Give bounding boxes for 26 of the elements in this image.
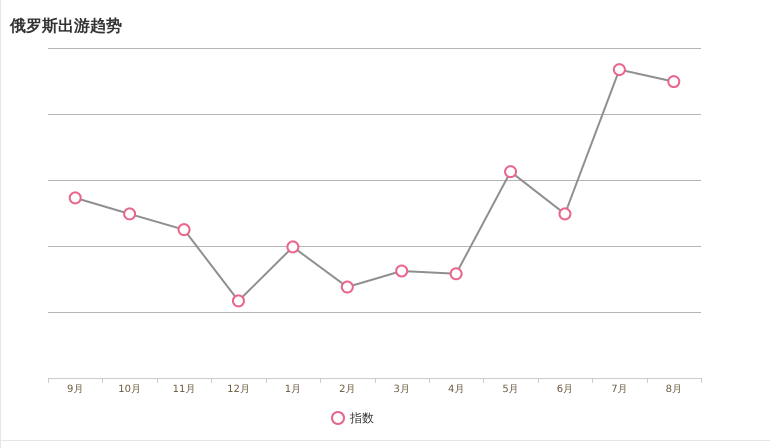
legend-label: 指数 — [349, 411, 374, 425]
point — [450, 267, 463, 280]
x-tick-label: 1月 — [284, 384, 302, 395]
x-tick-label: 7月 — [611, 384, 628, 395]
point — [667, 75, 680, 88]
point — [178, 223, 191, 236]
x-tick-label: 9月 — [67, 384, 84, 395]
x-tick-label: 2月 — [339, 384, 356, 395]
point — [232, 294, 245, 308]
x-tick-label: 10月 — [118, 384, 141, 395]
x-tick-label: 4月 — [448, 384, 464, 395]
point — [395, 264, 408, 278]
x-tick-label: 3月 — [394, 384, 410, 395]
x-tick-label: 6月 — [556, 384, 574, 395]
point — [558, 207, 572, 220]
chart-title: 俄罗斯出游趋势 — [9, 16, 122, 35]
x-tick-label: 12月 — [227, 384, 250, 395]
point — [286, 240, 300, 254]
x-tick-label: 11月 — [172, 384, 196, 395]
x-tick-label: 8月 — [666, 384, 682, 395]
x-tick-label: 5月 — [502, 384, 519, 395]
point — [340, 280, 354, 294]
point — [68, 191, 82, 204]
point — [504, 165, 518, 178]
point — [612, 63, 626, 76]
point — [123, 207, 136, 220]
